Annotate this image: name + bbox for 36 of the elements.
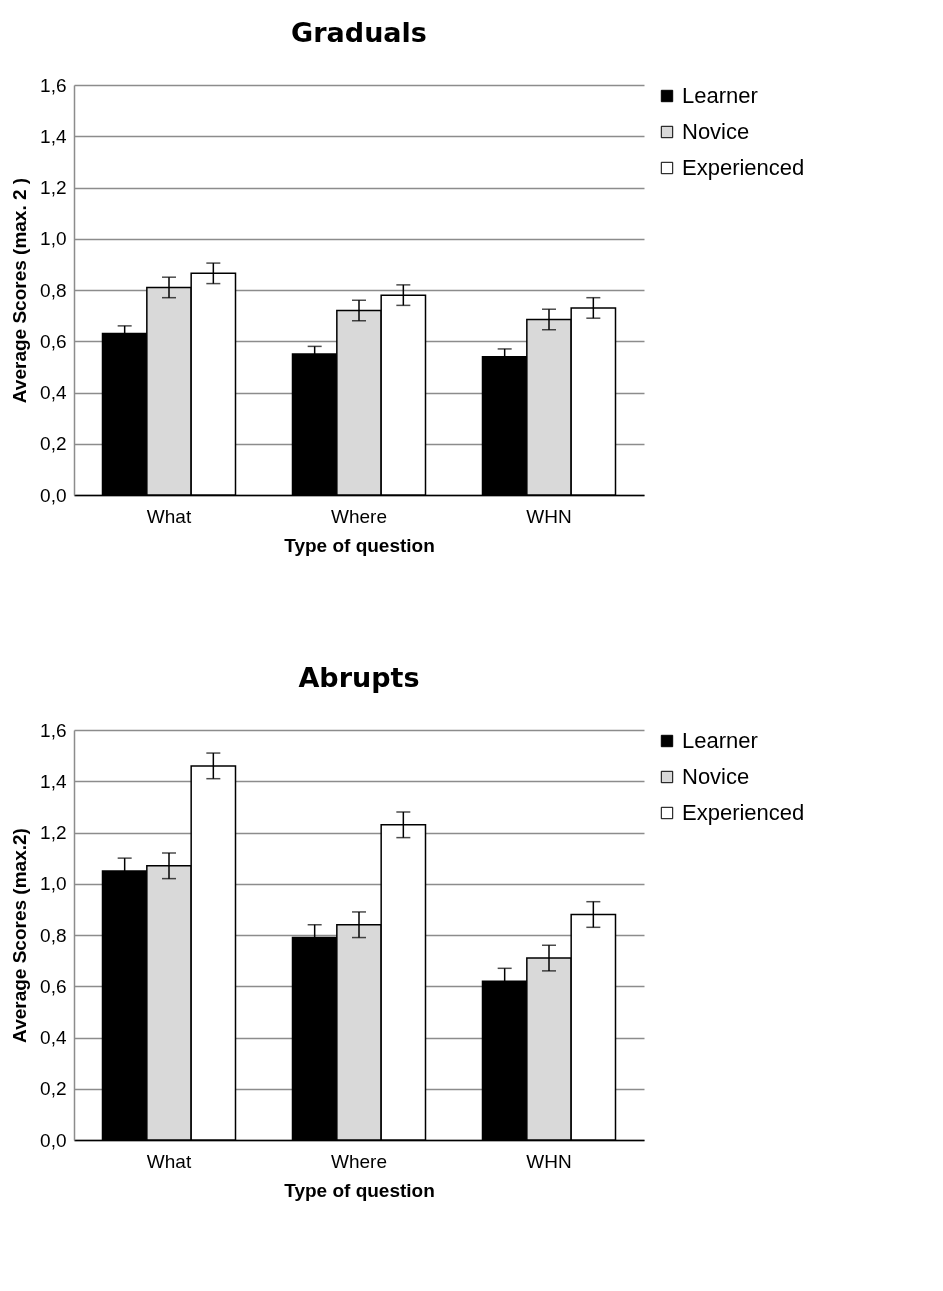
y-tick-label: 0,4 [40, 1027, 67, 1048]
legend-label: Experienced [682, 155, 805, 180]
y-tick-label: 0,0 [40, 1129, 67, 1151]
x-tick-label: Where [331, 1150, 387, 1172]
y-tick-label: 1,6 [40, 719, 67, 741]
chart-title: Abrupts [298, 662, 420, 693]
legend-label: Learner [682, 728, 758, 753]
y-tick-label: 1,2 [40, 177, 67, 198]
y-tick-label: 0,6 [40, 330, 67, 352]
legend-label: Novice [682, 764, 750, 789]
x-axis-title: Type of question [284, 1179, 435, 1201]
y-tick-label: 1,4 [40, 125, 67, 147]
y-tick-label: 0,2 [40, 433, 67, 455]
legend-label: Learner [682, 83, 758, 108]
y-axis-title: Average Scores (max. 2 ) [9, 177, 31, 404]
x-axis-title: Type of question [284, 534, 435, 556]
x-tick-label: Where [331, 505, 387, 527]
y-axis-title: Average Scores (max.2) [9, 828, 31, 1043]
y-tick-label: 0,8 [40, 924, 67, 946]
y-tick-label: 0,2 [40, 1078, 67, 1100]
x-tick-label: WHN [526, 1150, 572, 1172]
x-tick-label: What [146, 505, 192, 527]
x-tick-label: What [146, 1150, 192, 1172]
y-tick-label: 0,4 [40, 382, 67, 403]
y-tick-label: 0,0 [40, 484, 67, 506]
y-tick-label: 0,6 [40, 975, 67, 997]
y-tick-label: 1,4 [40, 770, 67, 792]
y-tick-label: 0,8 [40, 279, 67, 301]
x-tick-label: WHN [526, 505, 572, 527]
y-tick-label: 1,2 [40, 822, 67, 843]
y-tick-label: 1,0 [40, 228, 67, 250]
y-tick-label: 1,0 [40, 873, 67, 895]
legend-label: Novice [682, 119, 750, 144]
legend-label: Experienced [682, 800, 805, 825]
y-tick-label: 1,6 [40, 74, 67, 96]
chart-title: Graduals [291, 17, 427, 48]
